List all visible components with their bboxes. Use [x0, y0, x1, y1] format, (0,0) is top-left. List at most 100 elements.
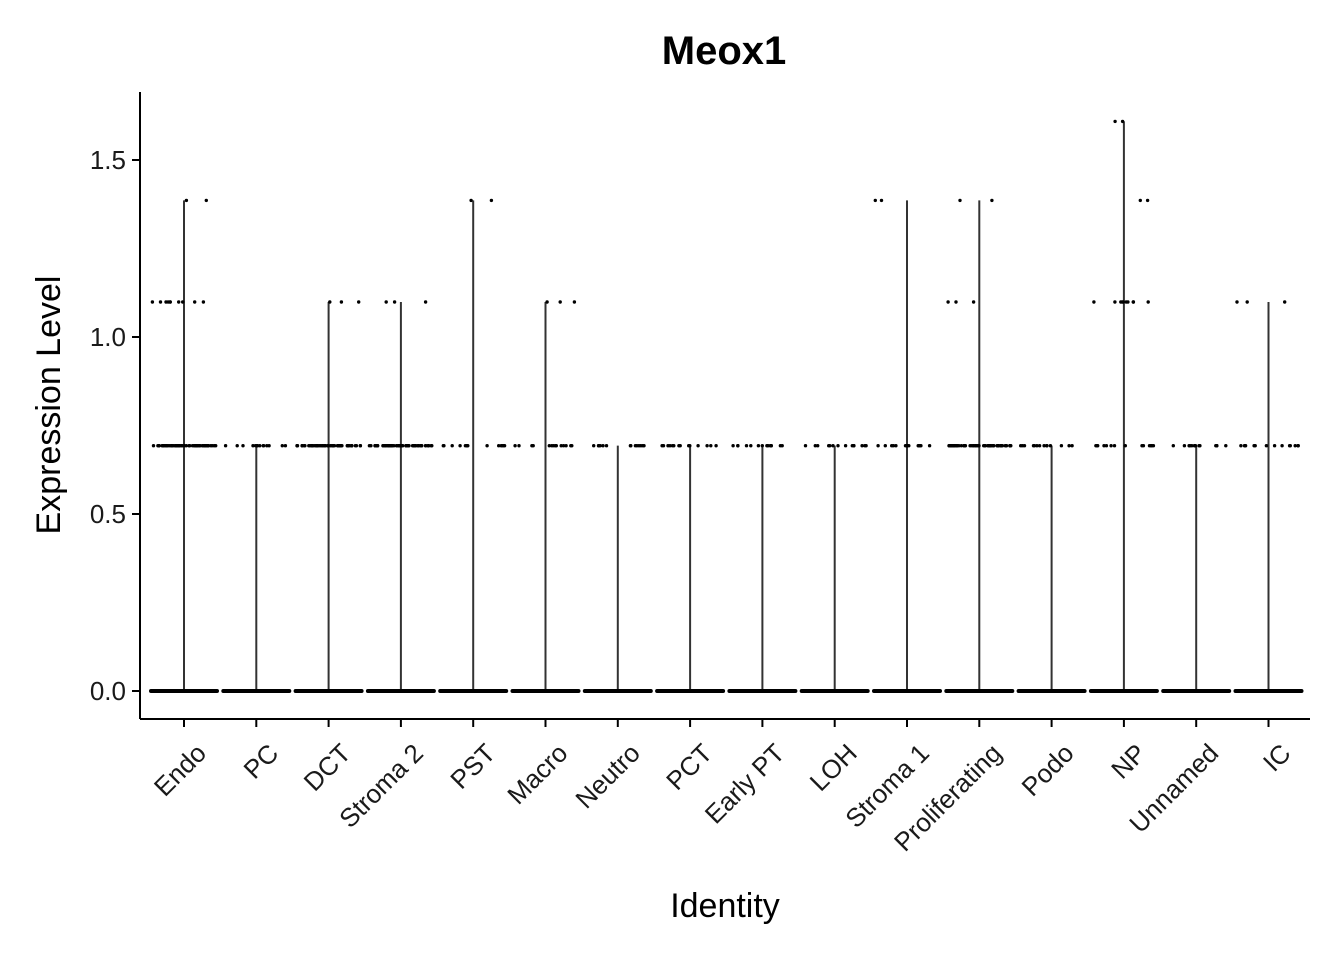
jitter-point [927, 444, 932, 448]
x-tick-label: LOH [804, 738, 863, 797]
jitter-point [780, 444, 784, 448]
jitter-point [1190, 444, 1194, 448]
jitter-point [184, 444, 188, 448]
jitter-point [201, 300, 206, 304]
jitter-point [672, 444, 676, 448]
jitter-point [1112, 444, 1117, 448]
jitter-point [204, 198, 208, 203]
jitter-point [677, 444, 681, 448]
jitter-point [387, 444, 391, 448]
jitter-point [160, 444, 164, 448]
violin-group [365, 300, 436, 693]
jitter-point [963, 444, 968, 448]
jitter-point [688, 444, 692, 448]
violin-group [1016, 444, 1087, 693]
jitter-point [642, 444, 646, 448]
jitter-point [316, 444, 320, 448]
jitter-point [803, 444, 808, 448]
jitter-point [416, 444, 420, 448]
jitter-point [705, 444, 709, 448]
jitter-point [328, 300, 332, 304]
jitter-point [338, 444, 343, 448]
jitter-point [709, 444, 713, 448]
jitter-point [235, 444, 239, 448]
jitter-point [836, 444, 840, 448]
plot-area [149, 119, 1304, 693]
x-tick-label: Endo [148, 738, 212, 802]
jitter-point [357, 300, 361, 304]
jitter-point [497, 444, 501, 448]
jitter-point [223, 444, 228, 448]
jitter-point [1293, 444, 1297, 448]
jitter-point [990, 198, 994, 203]
jitter-point [369, 444, 373, 448]
jitter-point [1198, 444, 1202, 448]
y-tick-label: 0.5 [90, 499, 126, 529]
violin-group [1233, 300, 1304, 693]
jitter-point [905, 444, 909, 448]
jitter-point [572, 300, 577, 304]
jitter-point [592, 444, 596, 448]
jitter-point [989, 444, 993, 448]
jitter-point [1182, 444, 1187, 448]
chart-title: Meox1 [662, 29, 787, 73]
jitter-point [946, 300, 950, 304]
jitter-point [170, 444, 174, 448]
jitter-point [429, 444, 433, 448]
jitter-point [1239, 444, 1243, 448]
jitter-point [827, 444, 831, 448]
jitter-point [502, 444, 507, 448]
jitter-point [553, 444, 558, 448]
jitter-point [195, 444, 199, 448]
jitter-point [995, 444, 999, 448]
violin-group [727, 444, 798, 693]
jitter-point [158, 300, 163, 304]
jitter-point [860, 444, 864, 448]
jitter-point [310, 444, 314, 448]
jitter-point [204, 444, 208, 448]
violin-group [582, 444, 653, 693]
jitter-point [1109, 444, 1113, 448]
violin-group [221, 444, 292, 693]
jitter-point [375, 444, 379, 448]
jitter-point [302, 444, 306, 448]
x-tick-label: DCT [298, 738, 357, 797]
jitter-point [1272, 444, 1277, 448]
violin-group [872, 198, 942, 693]
jitter-point [261, 444, 265, 448]
jitter-point [1243, 444, 1248, 448]
jitter-point [326, 444, 330, 448]
jitter-point [879, 198, 884, 203]
jitter-point [919, 444, 923, 448]
jitter-point [1113, 300, 1117, 304]
jitter-point [392, 300, 397, 304]
jitter-point [1145, 198, 1150, 203]
jitter-point [564, 444, 568, 448]
jitter-point [513, 444, 517, 448]
jitter-point [241, 444, 245, 448]
jitter-point [749, 444, 753, 448]
jitter-point [469, 198, 473, 203]
jitter-point [843, 444, 848, 448]
jitter-point [323, 444, 327, 448]
jitter-point [283, 444, 288, 448]
jitter-point [1104, 444, 1109, 448]
jitter-point [1283, 300, 1287, 304]
jitter-point [1187, 444, 1191, 448]
jitter-point [1048, 444, 1053, 448]
jitter-point [1032, 444, 1037, 448]
jitter-point [184, 198, 189, 203]
jitter-point [1070, 444, 1074, 448]
jitter-point [329, 444, 334, 448]
jitter-point [561, 444, 566, 448]
jitter-point [1146, 300, 1150, 304]
jitter-point [295, 444, 299, 448]
jitter-point [696, 444, 700, 448]
jitter-point [339, 300, 344, 304]
jitter-point [384, 444, 388, 448]
jitter-point [1280, 444, 1284, 448]
jitter-point [319, 444, 323, 448]
jitter-point [280, 444, 284, 448]
